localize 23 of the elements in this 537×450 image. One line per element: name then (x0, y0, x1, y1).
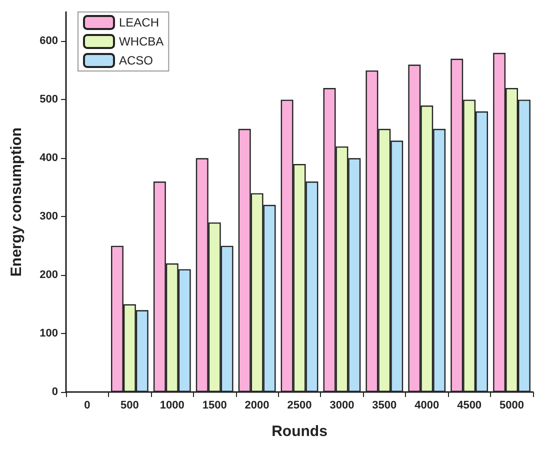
x-tick-label: 3500 (372, 400, 397, 412)
x-tick-label: 3000 (330, 400, 354, 412)
y-tick-label: 600 (40, 35, 58, 48)
x-tick-label: 4000 (414, 400, 440, 412)
x-tick-label: 2500 (287, 400, 312, 412)
y-tick-label: 500 (40, 94, 58, 106)
y-tick-label: 300 (40, 210, 58, 223)
x-tick-label: 4500 (457, 400, 482, 412)
legend-label: WHCBA (119, 34, 164, 48)
y-tick-label: 400 (40, 152, 58, 164)
x-tick-label: 0 (84, 400, 90, 412)
x-axis-title: Rounds (272, 423, 328, 440)
x-tick-label: 2000 (244, 400, 270, 412)
x-tick-label: 1500 (202, 400, 227, 412)
legend-label: ACSO (119, 54, 154, 68)
y-tick-label: 0 (52, 386, 58, 398)
y-tick-label: 200 (40, 269, 58, 282)
x-tick-label: 5000 (500, 400, 524, 412)
y-tick-label: 100 (40, 328, 58, 340)
x-tick-label: 500 (120, 400, 139, 412)
x-tick-label: 1000 (160, 400, 184, 412)
y-axis-title: Energy consumption (8, 127, 25, 277)
legend-label: LEACH (119, 16, 160, 30)
